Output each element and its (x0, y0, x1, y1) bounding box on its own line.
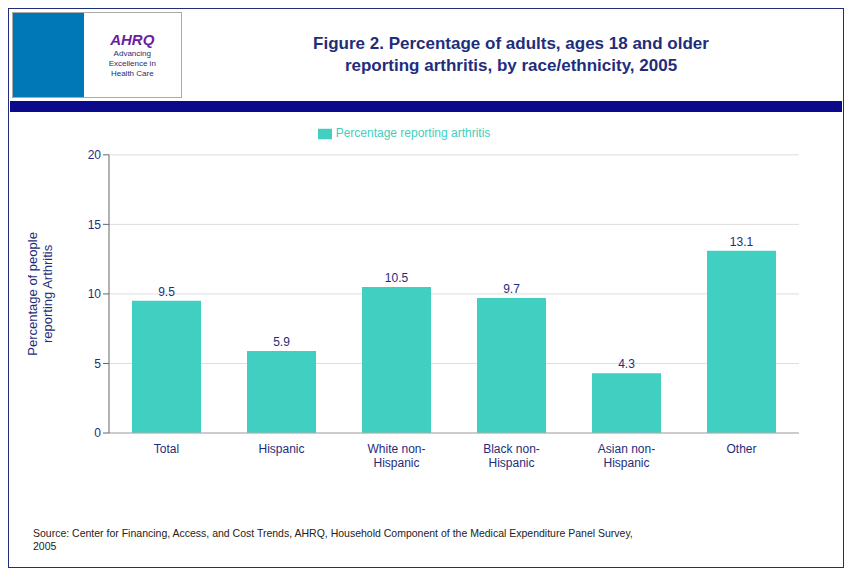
svg-text:Hispanic: Hispanic (258, 442, 304, 456)
svg-text:13.1: 13.1 (730, 235, 754, 249)
html-text:Percentage reporting arthritis: Percentage reporting arthritis (335, 126, 491, 140)
svg-text:Other: Other (726, 442, 756, 456)
svg-text:5: 5 (94, 357, 101, 371)
svg-text:0: 0 (94, 426, 101, 440)
html-text:AHRQ: AHRQ (110, 31, 155, 48)
svg-text:Asian non-Hispanic: Asian non-Hispanic (598, 442, 655, 470)
svg-text:White non-Hispanic: White non-Hispanic (367, 442, 425, 470)
html-text:Figure 2. Percentage of adults: Figure 2. Percentage of adults, ages 18 … (313, 34, 709, 75)
svg-text:9.5: 9.5 (158, 285, 175, 299)
svg-text:9.7: 9.7 (503, 282, 520, 296)
svg-text:20: 20 (88, 148, 102, 162)
svg-text:Percentage of peoplereporting: Percentage of peoplereporting Arthritis (25, 232, 55, 356)
svg-text:Black non-Hispanic: Black non-Hispanic (483, 442, 540, 470)
svg-text:4.3: 4.3 (618, 357, 635, 371)
svg-text:5.9: 5.9 (273, 335, 290, 349)
svg-text:10.5: 10.5 (385, 271, 409, 285)
svg-text:Total: Total (154, 442, 179, 456)
html-text:Source: Center for Financing,: Source: Center for Financing, Access, an… (33, 527, 633, 552)
svg-text:15: 15 (88, 218, 102, 232)
html-text:Advancing Excellence in Health: Advancing Excellence in Health Care (108, 49, 156, 78)
svg-text:10: 10 (88, 287, 102, 301)
